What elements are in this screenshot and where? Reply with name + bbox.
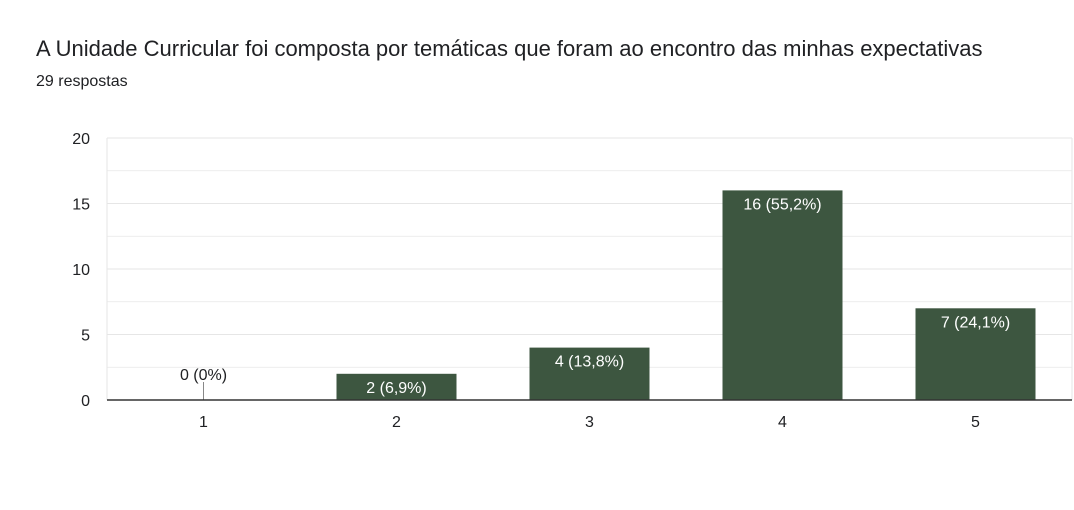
- y-tick-label: 15: [72, 197, 90, 214]
- x-tick-label: 3: [585, 414, 594, 431]
- response-count: 29 respostas: [36, 73, 128, 90]
- bar: [529, 347, 650, 400]
- y-tick-label: 5: [81, 328, 90, 345]
- data-label: 0 (0%): [180, 367, 227, 384]
- x-tick-label: 1: [199, 414, 208, 431]
- y-tick-label: 10: [72, 262, 90, 279]
- x-tick-label: 2: [392, 414, 401, 431]
- chart-title: A Unidade Curricular foi composta por te…: [36, 36, 983, 61]
- bar: [915, 308, 1036, 400]
- bar: [336, 373, 457, 400]
- data-label: 7 (24,1%): [941, 314, 1010, 331]
- x-tick-label: 4: [778, 414, 787, 431]
- y-tick-label: 20: [72, 131, 90, 148]
- data-label: 4 (13,8%): [555, 354, 624, 371]
- data-label: 2 (6,9%): [366, 380, 426, 397]
- bar: [722, 190, 843, 400]
- y-tick-label: 0: [81, 393, 90, 410]
- data-label: 16 (55,2%): [743, 196, 821, 213]
- x-tick-label: 5: [971, 414, 980, 431]
